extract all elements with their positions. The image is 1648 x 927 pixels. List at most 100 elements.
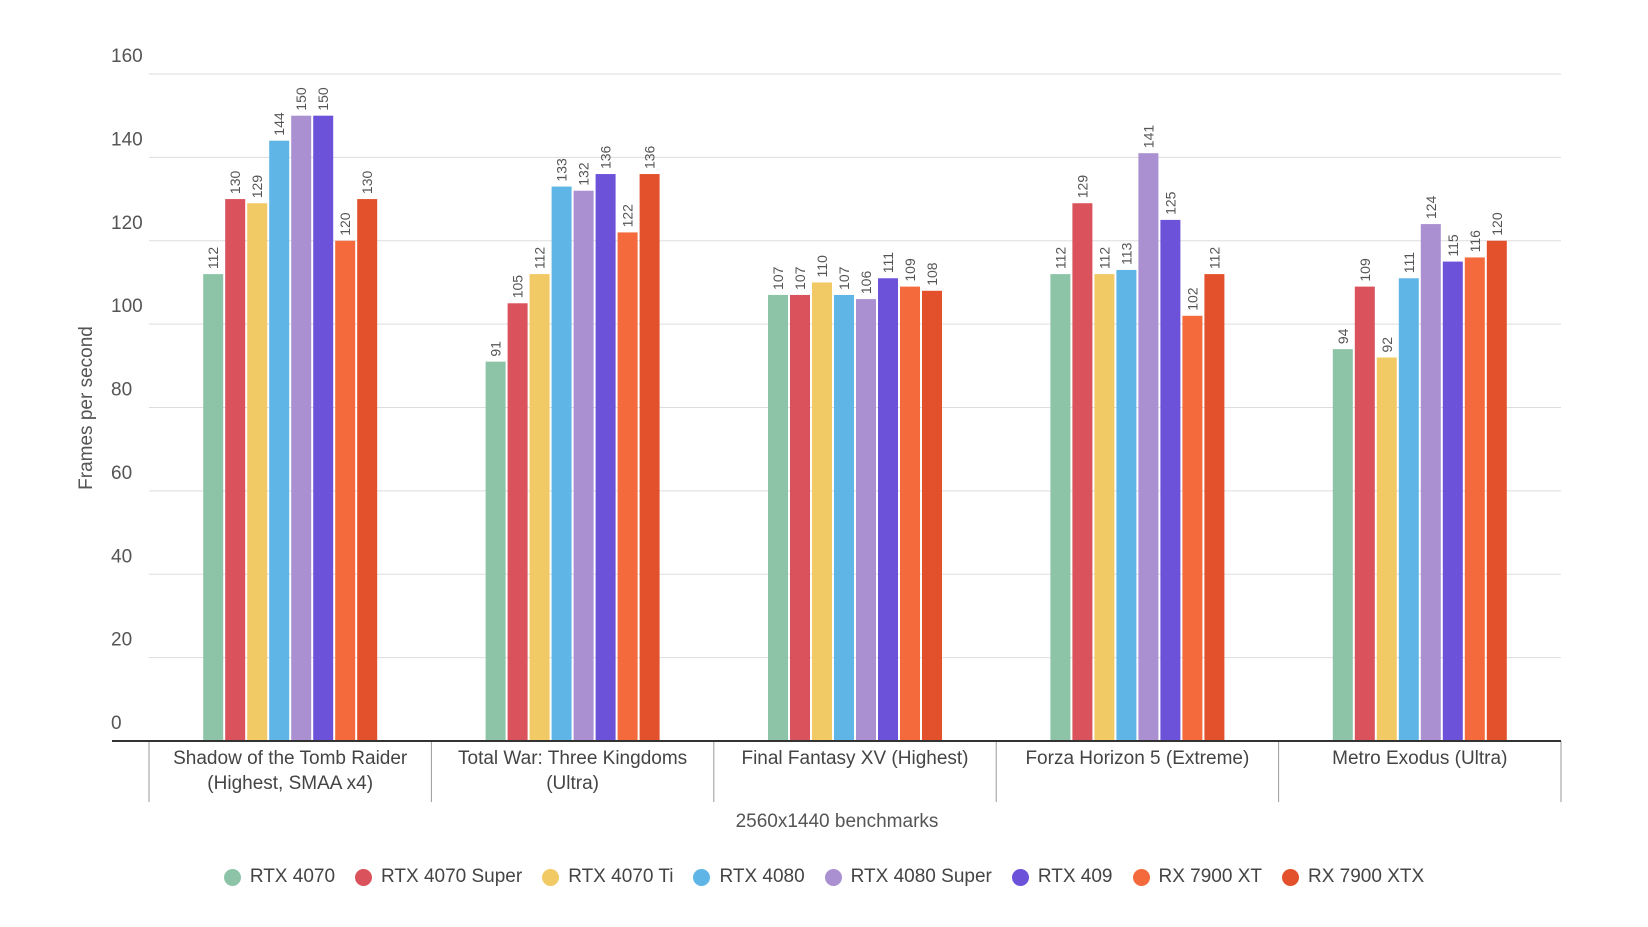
legend-marker <box>824 868 842 886</box>
legend-label: RX 7900 XT <box>1158 866 1263 887</box>
value-label: 107 <box>792 266 808 290</box>
x-tick-box: Total War: Three Kingdoms (Ultra) <box>458 748 687 794</box>
bar <box>900 286 920 741</box>
legend-label: RTX 4070 Ti <box>568 866 674 887</box>
bar <box>1442 261 1463 741</box>
bar <box>1050 274 1071 741</box>
value-label: 125 <box>1162 191 1178 215</box>
x-tick-label: Forza Horizon 5 (Extreme) <box>1025 748 1250 769</box>
value-label: 91 <box>488 341 504 357</box>
value-label: 92 <box>1379 337 1395 353</box>
value-label: 116 <box>1467 230 1483 253</box>
value-label: 110 <box>814 255 830 278</box>
bar <box>790 294 810 741</box>
bar <box>834 294 854 741</box>
legend-label: RTX 4070 Super <box>381 866 523 887</box>
legend-item: RTX 409 <box>1011 866 1113 888</box>
legend-item: RX 7900 XTX <box>1282 866 1424 888</box>
x-tick-label: Final Fantasy XV (Highest) <box>741 748 969 769</box>
legend-marker <box>542 868 560 886</box>
bar <box>922 290 942 741</box>
y-tick-label: 80 <box>111 380 132 401</box>
value-label: 150 <box>315 87 331 111</box>
bar <box>1094 274 1115 741</box>
value-label: 112 <box>532 247 548 270</box>
bar <box>1204 274 1225 741</box>
y-tick-label: 160 <box>111 46 143 67</box>
legend-item: RTX 4070 <box>223 866 336 888</box>
value-label: 107 <box>770 266 786 290</box>
bar <box>1420 224 1441 741</box>
bar <box>1376 357 1397 741</box>
bar <box>485 361 506 741</box>
y-tick-label: 20 <box>111 630 132 651</box>
legend-item: RTX 4070 Super <box>355 866 522 888</box>
x-tick-label: Metro Exodus (Ultra) <box>1332 748 1508 769</box>
value-label: 129 <box>249 175 265 199</box>
bar <box>1354 286 1375 741</box>
x-tick-box: Shadow of the Tomb Raider (Highest, SMAA… <box>173 748 408 794</box>
bar <box>1332 349 1353 741</box>
bar <box>812 282 832 741</box>
value-label: 115 <box>1445 234 1461 257</box>
bar <box>878 278 898 741</box>
legend-label: RX 7900 XTX <box>1308 866 1425 887</box>
bar <box>225 199 246 741</box>
value-label: 130 <box>359 170 375 194</box>
bar <box>551 186 572 741</box>
legend-item: RTX 4080 Super <box>824 866 992 888</box>
y-axis-title: Frames per second <box>76 326 97 490</box>
value-label: 132 <box>576 162 592 186</box>
bar <box>335 240 356 741</box>
bar <box>1160 219 1181 741</box>
value-label: 120 <box>1489 212 1505 236</box>
legend-marker <box>693 868 711 886</box>
legend-marker <box>1132 868 1150 886</box>
value-label: 109 <box>902 258 918 282</box>
legend-label: RTX 4070 <box>249 866 336 887</box>
bar <box>1398 278 1419 741</box>
value-label: 136 <box>598 145 614 169</box>
x-tick-box: Metro Exodus (Ultra) <box>1332 748 1508 769</box>
bar <box>595 174 616 742</box>
value-label: 106 <box>858 271 874 295</box>
value-label: 108 <box>924 262 940 286</box>
bar <box>507 303 528 741</box>
legend: RTX 4070 RTX 4070 Super RTX 4070 Ti RTX 408… <box>0 866 1648 888</box>
value-label: 113 <box>1118 242 1134 265</box>
x-axis-title: 2560x1440 benchmarks <box>736 811 939 832</box>
bar <box>203 274 224 741</box>
value-label: 124 <box>1423 196 1439 220</box>
bar <box>529 274 550 741</box>
value-label: 105 <box>510 275 526 299</box>
bar <box>617 232 638 741</box>
x-tick-box: Forza Horizon 5 (Extreme) <box>1025 748 1250 769</box>
value-label: 112 <box>205 247 221 270</box>
value-label: 144 <box>271 112 287 136</box>
y-tick-label: 0 <box>111 713 122 734</box>
value-label: 136 <box>642 145 658 169</box>
bar <box>1116 269 1137 741</box>
bar <box>1138 153 1159 742</box>
bar <box>856 299 876 741</box>
value-label: 102 <box>1184 287 1200 311</box>
value-label: 122 <box>620 204 636 228</box>
value-label: 150 <box>293 87 309 111</box>
value-label: 129 <box>1074 175 1090 199</box>
legend-item: RTX 4070 Ti <box>542 866 673 888</box>
bar <box>1486 240 1507 741</box>
bar <box>768 294 788 741</box>
x-tick-label: Shadow of the Tomb Raider (Highest, SMAA… <box>173 748 408 794</box>
value-label: 107 <box>836 266 852 290</box>
value-label: 111 <box>880 252 896 273</box>
bar <box>1182 315 1203 741</box>
legend-item: RTX 4080 <box>693 866 805 888</box>
y-tick-label: 140 <box>111 129 143 150</box>
legend-marker <box>355 868 373 886</box>
bar <box>639 174 660 742</box>
legend-label: RTX 4080 <box>719 866 805 887</box>
bar <box>573 190 594 742</box>
y-tick-label: 120 <box>111 213 143 234</box>
